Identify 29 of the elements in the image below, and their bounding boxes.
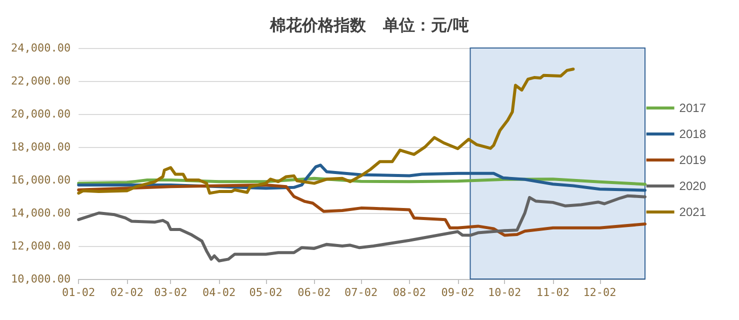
x-tick-label: 01-02: [62, 286, 96, 299]
x-tick-label: 12-02: [583, 286, 616, 299]
line-series: [77, 183, 646, 237]
y-tick-label: 16,000.00: [10, 174, 71, 186]
legend-label: 2018: [679, 127, 706, 141]
x-tick-label: 02-02: [110, 286, 144, 299]
legend-label: 2017: [679, 101, 706, 115]
x-tick-label: 05-02: [249, 286, 282, 299]
y-tick-label: 22,000.00: [10, 74, 71, 88]
y-tick-label: 10,000.00: [10, 272, 71, 286]
legend-label: 2019: [679, 153, 706, 167]
x-tick-label: 03-02: [154, 286, 188, 299]
x-tick-label: 11-02: [536, 286, 570, 299]
x-tick-label: 07-02: [344, 286, 378, 299]
line-series: [77, 68, 575, 195]
x-tick-label: 10-02: [488, 286, 522, 299]
y-tick-label: 20,000.00: [10, 108, 71, 120]
x-tick-label: 08-02: [392, 286, 426, 299]
chart-title: 棉花价格指数 单位：元/吨: [269, 16, 469, 34]
y-tick-label: 24,000.00: [10, 42, 71, 54]
legend-label: 2020: [679, 179, 706, 193]
legend-label: 2021: [679, 205, 706, 219]
x-tick-label: 06-02: [298, 286, 331, 299]
y-tick-label: 12,000.00: [10, 240, 71, 252]
x-tick-label: 09-02: [441, 286, 474, 299]
y-tick-label: 18,000.00: [10, 140, 71, 154]
y-tick-label: 14,000.00: [10, 206, 71, 220]
x-tick-label: 04-02: [202, 286, 236, 299]
line-series: [77, 194, 646, 262]
